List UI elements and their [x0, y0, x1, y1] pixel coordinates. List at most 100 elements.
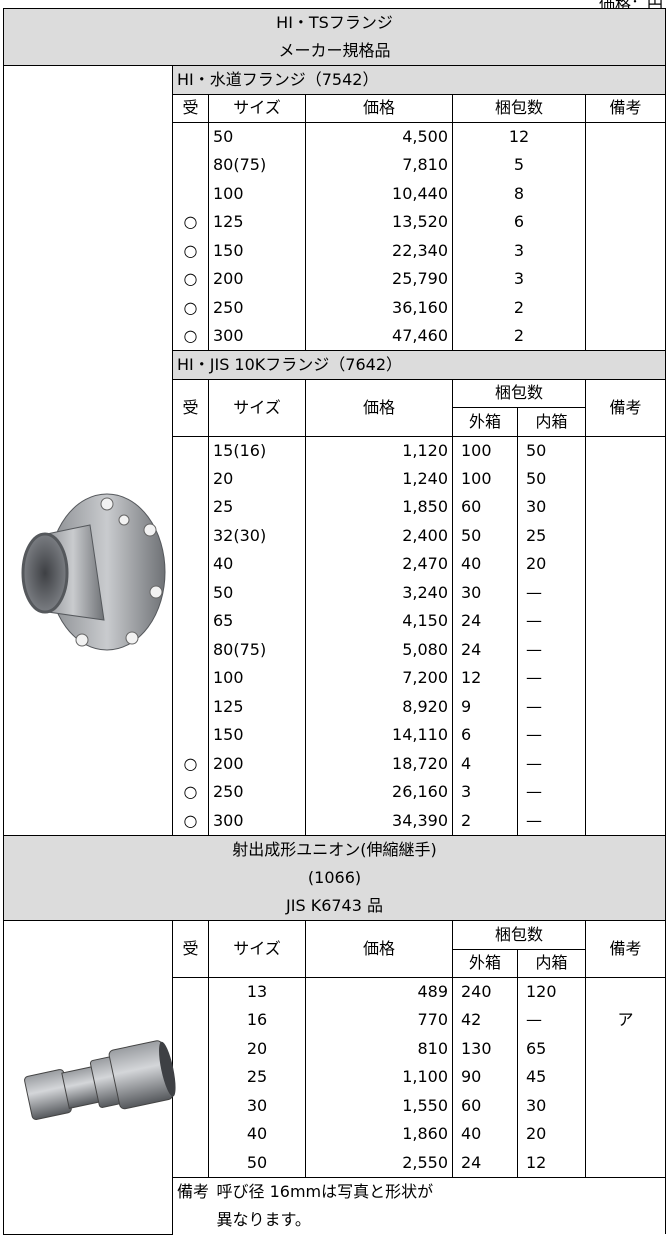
size-cell: 16: [208, 1006, 306, 1035]
column-header: 受: [172, 378, 209, 437]
remark-cell: [584, 550, 667, 579]
pack-cell: 2: [452, 293, 586, 322]
inner-pack-cell: —: [517, 578, 586, 607]
size-cell: 40: [208, 550, 306, 579]
receipt-cell: [172, 1120, 209, 1149]
remark-cell: [584, 464, 667, 493]
pack-cell: 2: [452, 806, 518, 836]
inner-pack-cell: —: [517, 692, 586, 721]
inner-pack-cell: 25: [517, 521, 586, 550]
pack-cell: 40: [452, 1120, 518, 1149]
column-header: 備考: [584, 378, 667, 437]
price-cell: 1,100: [305, 1063, 453, 1092]
receipt-cell: [172, 436, 209, 465]
column-header: 梱包数: [452, 93, 586, 123]
pack-cell: 240: [452, 977, 518, 1006]
remark-cell: [584, 236, 667, 265]
inner-pack-cell: —: [517, 778, 586, 807]
remark-cell: [584, 977, 667, 1006]
size-cell: 65: [208, 607, 306, 636]
price-cell: 2,400: [305, 521, 453, 550]
receipt-cell: [172, 1006, 209, 1035]
size-cell: 100: [208, 664, 306, 693]
receipt-cell: [172, 692, 209, 721]
pack-cell: 5: [452, 151, 586, 180]
remark-cell: [584, 806, 667, 836]
size-cell: 25: [208, 1063, 306, 1092]
remark-cell: [584, 721, 667, 750]
remark-cell: [584, 521, 667, 550]
receipt-cell: [172, 664, 209, 693]
inner-pack-cell: 30: [517, 493, 586, 522]
receipt-cell: [172, 550, 209, 579]
size-cell: 20: [208, 464, 306, 493]
price-cell: 34,390: [305, 806, 453, 836]
column-header: 価格: [305, 920, 453, 978]
flange-photo: [21, 493, 166, 651]
table-title: HI・水道フランジ（7542）: [171, 65, 667, 95]
table-row: メーカー規格品: [2, 37, 667, 66]
table-row: ○ 125 13,520 6: [4, 208, 667, 237]
receipt-cell: [172, 1063, 209, 1092]
table-row: 40 1,860 40 20: [4, 1120, 667, 1149]
remark-cell: [584, 692, 667, 721]
price-cell: 36,160: [305, 293, 453, 322]
remark-cell: [584, 1034, 667, 1063]
column-header: サイズ: [208, 920, 306, 978]
table-row: 100 7,200 12—: [4, 664, 667, 693]
price-cell: 25,790: [305, 265, 453, 294]
size-cell: 50: [208, 122, 306, 151]
table-title: HI・JIS 10Kフランジ（7642）: [171, 350, 667, 380]
size-cell: 25: [208, 493, 306, 522]
remark-cell: [584, 778, 667, 807]
table-row: ○ 250 36,160 2: [4, 293, 667, 322]
table-row: 受サイズ 価格 梱包数 備考: [3, 920, 667, 1235]
size-cell: 150: [208, 721, 306, 750]
receipt-cell: [172, 464, 209, 493]
price-cell: 4,150: [305, 607, 453, 636]
pack-cell: 2: [452, 322, 586, 351]
receipt-cell: [172, 977, 209, 1006]
price-cell: 1,860: [305, 1120, 453, 1149]
inner-pack-cell: 20: [517, 1120, 586, 1149]
table-row: ○ 200 18,720 4—: [4, 749, 667, 778]
inner-pack-cell: 50: [517, 436, 586, 465]
size-cell: 300: [208, 806, 306, 836]
remark-cell: [584, 151, 667, 180]
price-cell: 1,240: [305, 464, 453, 493]
table-row: 150 14,110 6—: [4, 721, 667, 750]
table-row: JIS K6743 品: [2, 892, 667, 921]
size-cell: 150: [208, 236, 306, 265]
size-cell: 200: [208, 265, 306, 294]
receipt-cell: [172, 578, 209, 607]
sub-column-header: 内箱: [517, 407, 586, 437]
table-row: 15(16) 1,120 100 50: [4, 436, 667, 465]
table-row: HI・TSフランジ: [2, 8, 667, 37]
table-row: ○ 150 22,340 3: [4, 236, 667, 265]
table-row: 80(75) 7,810 5: [4, 151, 667, 180]
inner-pack-cell: —: [517, 664, 586, 693]
remark-cell: [584, 1148, 667, 1178]
size-cell: 15(16): [208, 436, 306, 465]
pack-cell: 100: [452, 464, 518, 493]
receipt-cell: [172, 721, 209, 750]
price-cell: 7,200: [305, 664, 453, 693]
column-header: 受: [172, 93, 209, 123]
remark-cell: [584, 179, 667, 208]
pack-cell: 3: [452, 265, 586, 294]
table-row: 30 1,550 60 30: [4, 1091, 667, 1120]
pack-cell: 24: [452, 607, 518, 636]
table-row: 受サイズ 価格 梱包数 備考: [4, 378, 667, 437]
receipt-cell: ○: [172, 293, 209, 322]
section-header: メーカー規格品: [2, 37, 667, 66]
pack-cell: 6: [452, 721, 518, 750]
size-cell: 50: [208, 578, 306, 607]
pack-cell: 130: [452, 1034, 518, 1063]
sub-column-header: 外箱: [452, 407, 518, 437]
pack-cell: 6: [452, 208, 586, 237]
size-cell: 13: [208, 977, 306, 1006]
table-row: 25 1,100 90 45: [4, 1063, 667, 1092]
size-cell: 100: [208, 179, 306, 208]
receipt-cell: [172, 607, 209, 636]
table-row: ○ 250 26,160 3—: [4, 778, 667, 807]
